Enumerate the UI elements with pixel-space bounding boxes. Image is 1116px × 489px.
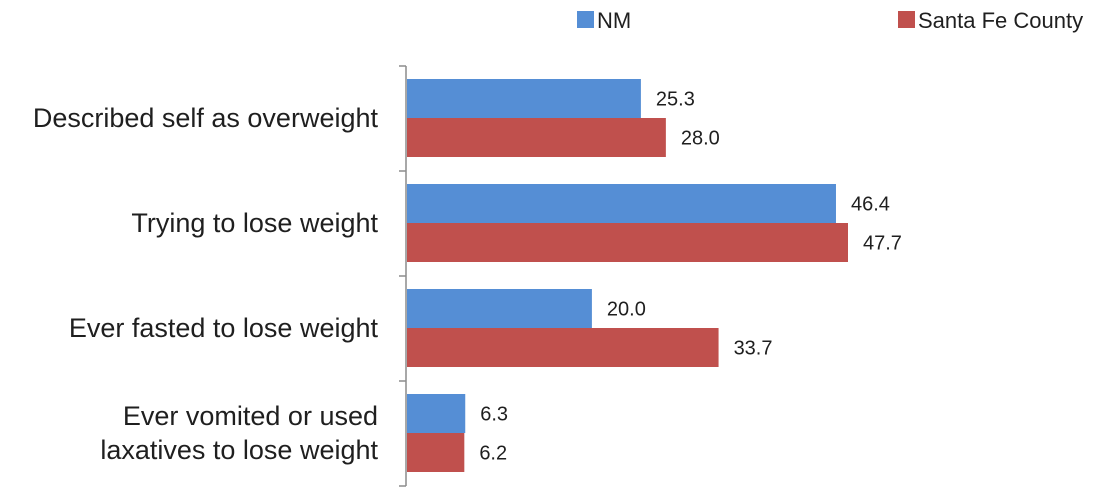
category-label: Described self as overweight [33, 103, 379, 133]
value-label: 33.7 [734, 338, 773, 360]
legend: NM Santa Fe County [577, 8, 1083, 33]
value-label: 25.3 [656, 89, 695, 111]
value-label: 46.4 [851, 194, 890, 216]
bar-nm-2 [407, 289, 592, 328]
bars: 25.3 28.0 46.4 47.7 20.0 33.7 6.3 6.2 [407, 79, 902, 472]
category-label: Ever fasted to lose weight [69, 313, 379, 343]
bar-nm-0 [407, 79, 641, 118]
value-label: 28.0 [681, 128, 720, 150]
bar-santa-fe-1 [407, 223, 848, 262]
legend-label-nm: NM [597, 8, 631, 33]
value-label: 20.0 [607, 299, 646, 321]
bar-santa-fe-3 [407, 433, 465, 472]
value-label: 47.7 [863, 233, 902, 255]
legend-swatch-santa-fe [898, 11, 915, 28]
category-axis [399, 65, 407, 487]
value-label: 6.3 [480, 404, 508, 426]
legend-swatch-nm [577, 11, 594, 28]
category-label: laxatives to lose weight [100, 435, 378, 465]
bar-nm-1 [407, 184, 836, 223]
bar-santa-fe-0 [407, 118, 666, 157]
bar-nm-3 [407, 394, 466, 433]
category-labels: Described self as overweight Trying to lo… [33, 103, 379, 465]
category-label: Ever vomited or used [123, 401, 378, 431]
bar-santa-fe-2 [407, 328, 719, 367]
value-label: 6.2 [479, 443, 507, 465]
category-label: Trying to lose weight [131, 208, 378, 238]
legend-label-santa-fe: Santa Fe County [918, 8, 1083, 33]
